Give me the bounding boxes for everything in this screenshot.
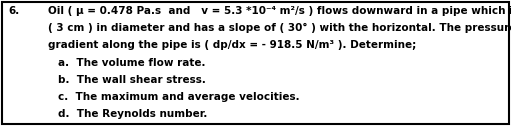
Text: b.  The wall shear stress.: b. The wall shear stress.	[58, 75, 206, 85]
Text: ( 3 cm ) in diameter and has a slope of ( 30° ) with the horizontal. The pressur: ( 3 cm ) in diameter and has a slope of …	[48, 23, 511, 33]
Text: gradient along the pipe is ( dp/dx = - 918.5 N/m³ ). Determine;: gradient along the pipe is ( dp/dx = - 9…	[48, 40, 416, 50]
Text: 6.: 6.	[8, 6, 19, 16]
Text: d.  The Reynolds number.: d. The Reynolds number.	[58, 109, 207, 119]
Text: a.  The volume flow rate.: a. The volume flow rate.	[58, 58, 205, 68]
Text: Oil ( μ = 0.478 Pa.s  and   v = 5.3 *10⁻⁴ m²/s ) flows downward in a pipe which : Oil ( μ = 0.478 Pa.s and v = 5.3 *10⁻⁴ m…	[48, 6, 511, 16]
Text: c.  The maximum and average velocities.: c. The maximum and average velocities.	[58, 92, 299, 102]
